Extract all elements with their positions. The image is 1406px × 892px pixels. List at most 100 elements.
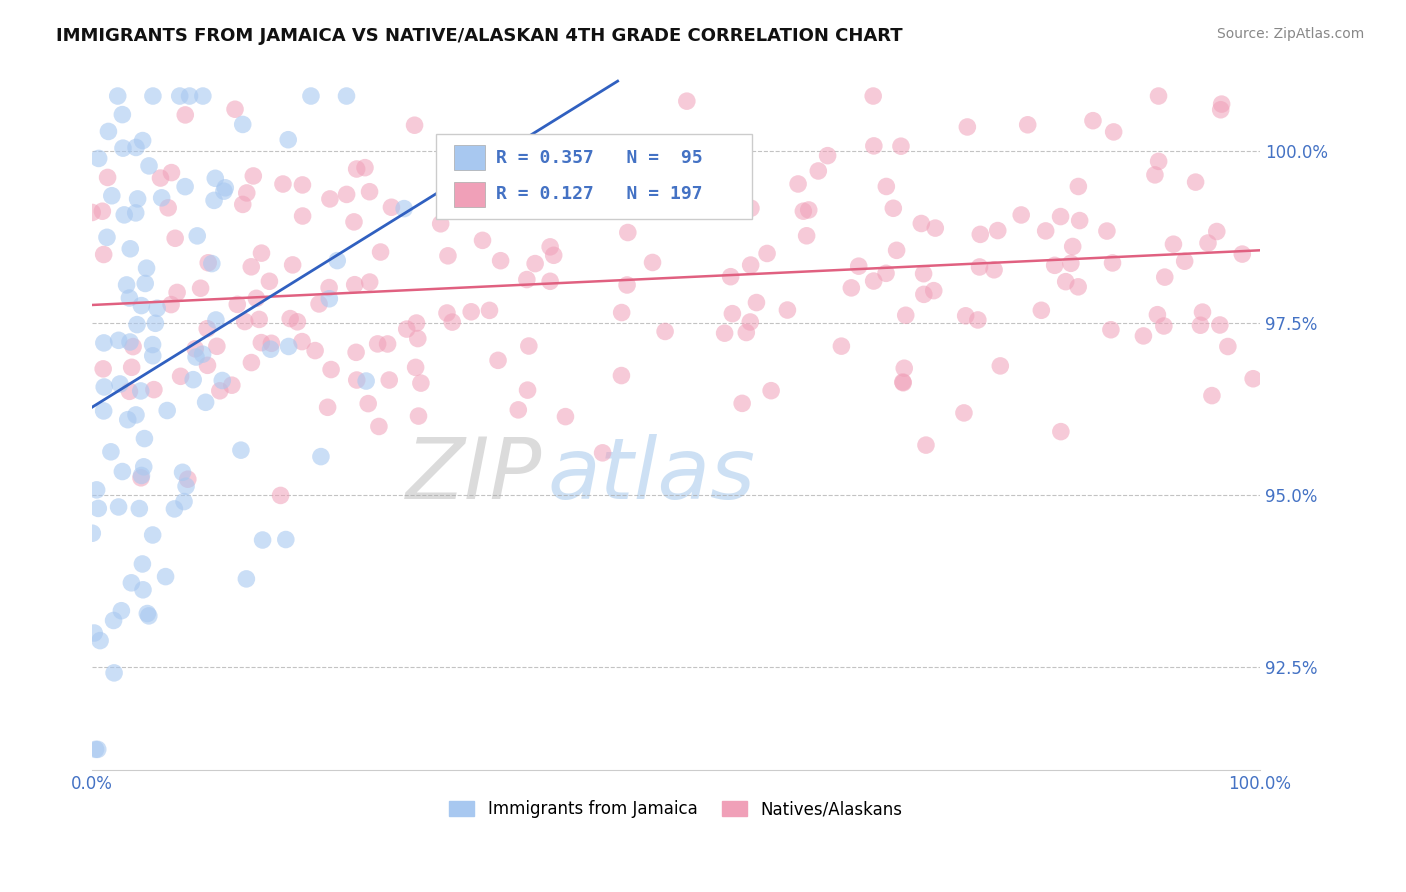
Point [1101, 256, 1123, 270]
Point [111, 465, 134, 479]
Point [155, 569, 177, 583]
Point [87, 742, 110, 756]
Point [367, 419, 389, 434]
Point [145, 316, 167, 330]
Point [1081, 113, 1104, 128]
Point [169, 369, 191, 384]
Point [1031, 303, 1053, 318]
Point [343, 215, 366, 229]
Point [408, 409, 430, 423]
Point [672, 193, 695, 207]
Point [82, 526, 104, 541]
Point [181, 373, 204, 387]
Legend: Immigrants from Jamaica, Natives/Alaskans: Immigrants from Jamaica, Natives/Alaskan… [443, 794, 910, 825]
Point [454, 190, 477, 204]
Point [912, 267, 935, 281]
Point [132, 582, 155, 597]
Text: R = 0.127   N = 197: R = 0.127 N = 197 [496, 186, 703, 203]
Point [87, 501, 110, 516]
Point [232, 197, 254, 211]
Point [308, 297, 330, 311]
Point [713, 326, 735, 341]
Point [271, 177, 294, 191]
Point [592, 446, 614, 460]
Point [125, 140, 148, 154]
Point [202, 194, 225, 208]
Point [135, 261, 157, 276]
Point [1069, 213, 1091, 227]
Point [1067, 280, 1090, 294]
Point [136, 607, 159, 621]
Point [1062, 239, 1084, 253]
Point [354, 374, 377, 388]
Point [1232, 247, 1254, 261]
Point [1095, 224, 1118, 238]
Point [291, 209, 314, 223]
Point [543, 248, 565, 262]
Point [344, 345, 367, 359]
Point [848, 259, 870, 273]
Point [172, 465, 194, 479]
Point [83, 626, 105, 640]
Point [1146, 308, 1168, 322]
Point [1205, 225, 1227, 239]
Point [211, 374, 233, 388]
Point [233, 314, 256, 328]
Point [1147, 154, 1170, 169]
Point [169, 89, 191, 103]
Point [721, 307, 744, 321]
Point [134, 277, 156, 291]
Point [174, 108, 197, 122]
Point [163, 502, 186, 516]
Point [1163, 237, 1185, 252]
Point [160, 165, 183, 179]
Point [173, 494, 195, 508]
Point [205, 339, 228, 353]
Point [318, 292, 340, 306]
Point [291, 334, 314, 349]
Point [108, 376, 131, 391]
Point [118, 384, 141, 399]
Point [150, 191, 173, 205]
Point [131, 299, 153, 313]
Point [441, 315, 464, 329]
Point [839, 281, 862, 295]
Point [517, 339, 540, 353]
Point [377, 337, 399, 351]
Point [478, 303, 501, 318]
Point [359, 185, 381, 199]
Point [252, 533, 274, 547]
Point [131, 557, 153, 571]
Point [259, 342, 281, 356]
Point [405, 316, 427, 330]
Point [404, 118, 426, 132]
Point [1197, 235, 1219, 250]
Point [1209, 318, 1232, 332]
Point [538, 240, 561, 254]
Point [886, 244, 908, 258]
Point [1010, 208, 1032, 222]
Point [260, 336, 283, 351]
Point [671, 200, 693, 214]
Point [250, 335, 273, 350]
Point [93, 247, 115, 261]
Point [875, 179, 897, 194]
Point [309, 450, 332, 464]
Point [486, 353, 509, 368]
Point [987, 223, 1010, 237]
Point [117, 412, 139, 426]
Point [1189, 318, 1212, 333]
Point [134, 432, 156, 446]
Point [319, 362, 342, 376]
Point [890, 139, 912, 153]
Point [969, 260, 991, 274]
Point [617, 226, 640, 240]
Point [489, 253, 512, 268]
Point [1211, 97, 1233, 112]
Point [370, 245, 392, 260]
Point [278, 311, 301, 326]
Point [378, 373, 401, 387]
Point [731, 396, 754, 410]
Point [664, 194, 686, 209]
Point [235, 572, 257, 586]
